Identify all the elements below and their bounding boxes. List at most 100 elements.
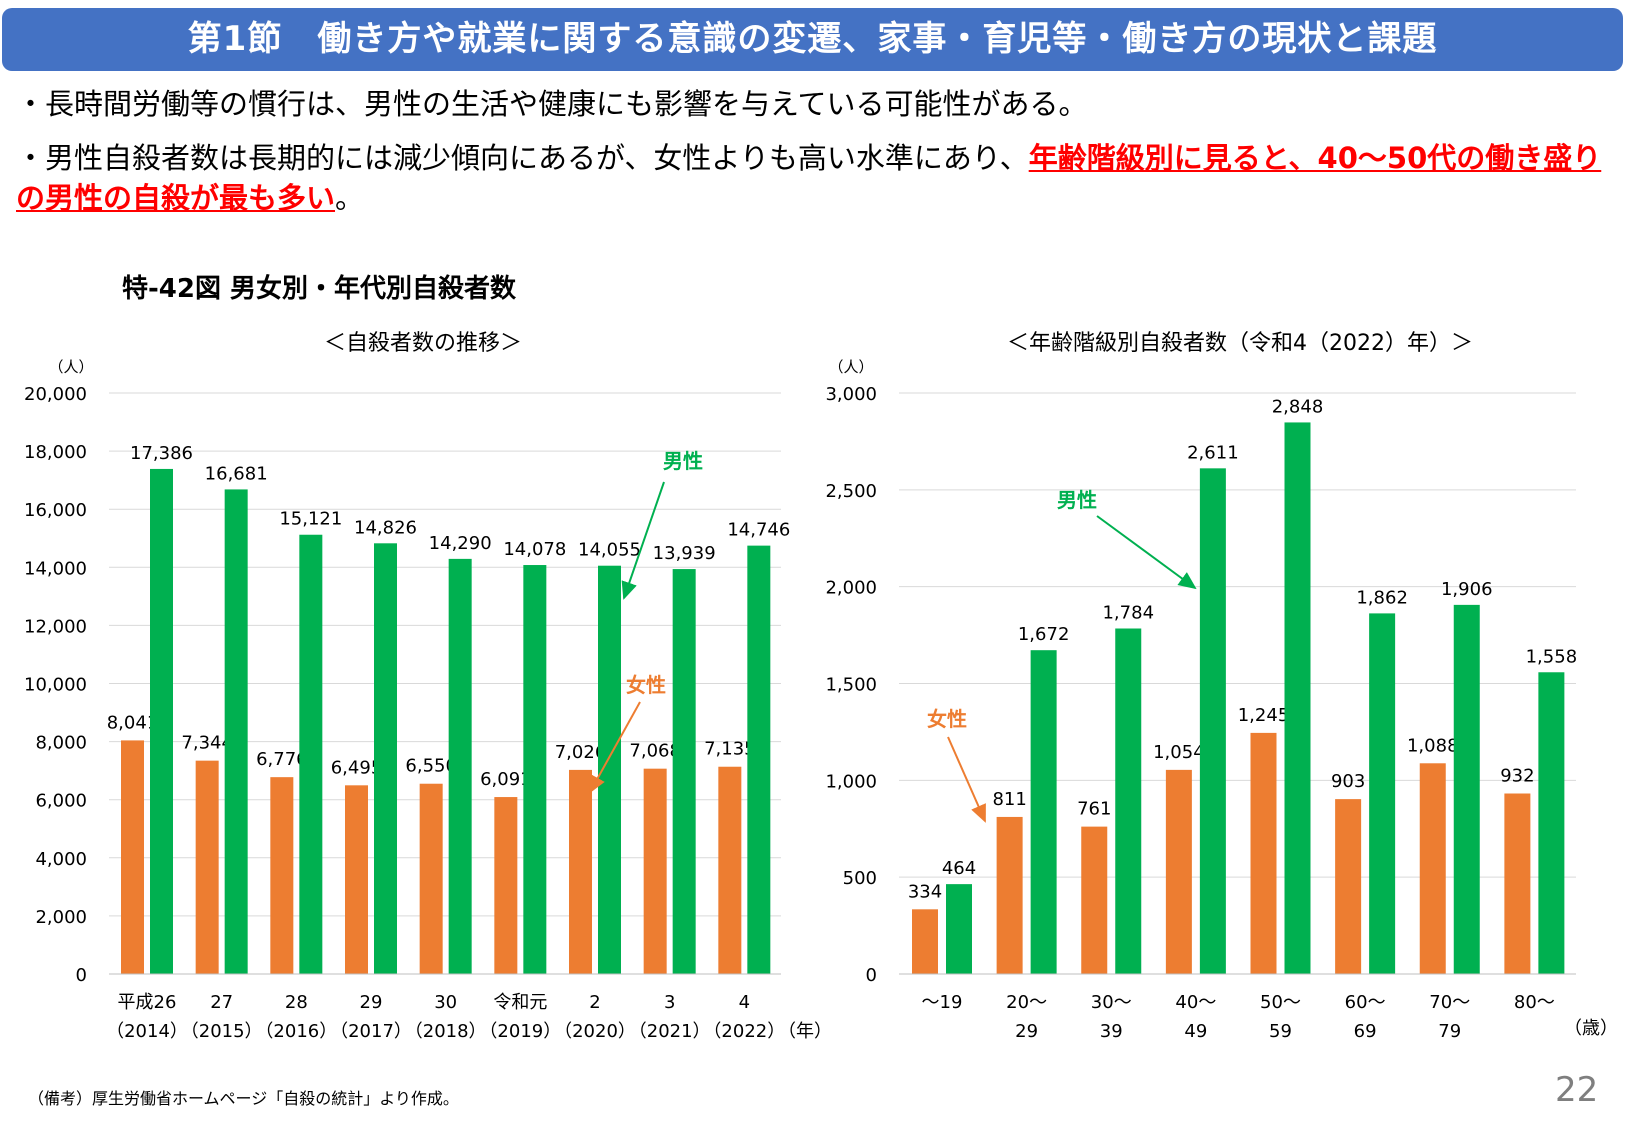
data-label-female: 7,135 [704,739,756,760]
data-label-female: 7,068 [629,741,681,762]
x-tick-label-sub: （2020） [554,1021,636,1042]
bar-male [1284,422,1311,974]
x-tick-label: 80～ [1514,992,1555,1013]
x-tick-label-sub: 29 [1015,1021,1038,1042]
data-label-female: 1,245 [1238,705,1290,726]
bar-female [643,768,667,974]
data-label-female: 7,344 [181,733,233,754]
bar-male [374,543,397,974]
y-tick-label: 6,000 [35,791,87,812]
footer-note: （備考）厚生労働省ホームページ「自殺の統計」より作成。 [28,1089,459,1108]
bar-female [569,769,592,974]
x-tick-label-sub: 69 [1354,1021,1377,1042]
x-tick-label: 20～ [1006,992,1047,1013]
data-label-male: 14,746 [727,520,790,541]
data-label-male: 464 [942,858,976,879]
data-label-female: 6,091 [480,769,532,790]
x-tick-label-sub: （2021） [629,1021,711,1042]
bar-female [718,766,742,974]
data-label-male: 1,906 [1441,579,1493,600]
bar-female [345,785,368,974]
data-label-male: 14,078 [503,539,566,560]
bullet-2-text: ・男性自殺者数は長期的には減少傾向にあるが、女性よりも高い水準にあり、 [16,141,1029,175]
bar-male [1115,628,1142,974]
x-tick-label: 50～ [1260,992,1301,1013]
x-tick-label: 30～ [1091,992,1132,1013]
bar-male [946,884,972,974]
data-label-male: 17,386 [130,443,193,464]
bullet-2-end: 。 [335,181,365,215]
data-label-male: 2,611 [1187,442,1239,463]
y-tick-label: 0 [866,965,877,986]
data-label-female: 8,041 [107,712,159,733]
bar-male [448,558,472,974]
data-label-male: 1,558 [1526,646,1578,667]
x-tick-label-sub: 59 [1269,1021,1292,1042]
y-tick-label: 12,000 [24,616,87,637]
y-tick-label: 4,000 [35,849,87,870]
bar-female [1165,769,1192,974]
bar-male [1369,613,1396,974]
y-tick-label: 1,500 [825,675,877,696]
bullet-2: ・男性自殺者数は長期的には減少傾向にあるが、女性よりも高い水準にあり、年齢階級別… [16,138,1606,218]
bar-male [224,489,248,974]
legend-annotation-female: 女性 [927,707,967,731]
x-tick-label-sub: 49 [1184,1021,1207,1042]
data-label-female: 1,088 [1407,735,1459,756]
legend-annotation-male: 男性 [1057,488,1097,512]
data-label-male: 14,290 [429,533,492,554]
section-header: 第1節 働き方や就業に関する意識の変遷、家事・育児等・働き方の現状と課題 [2,8,1623,71]
bar-female [996,816,1023,974]
x-tick-label: 60～ [1345,992,1386,1013]
bar-male [523,565,547,974]
x-tick-label: ～19 [922,992,963,1013]
y-tick-label: 500 [843,868,877,889]
bar-male [672,569,696,974]
data-label-male: 14,055 [578,540,641,561]
bullet-2-highlight: 年齢階級別に見ると、40～50代の働き盛りの男性の自殺が最も多い [16,141,1602,215]
data-label-male: 15,121 [279,509,342,530]
x-tick-label-sub: （2022） [703,1021,785,1042]
data-label-female: 1,054 [1153,742,1205,763]
x-tick-label-sub: （2018） [405,1021,487,1042]
bar-female [1419,763,1446,974]
x-unit-label: （歳） [1564,1018,1618,1039]
data-label-female: 932 [1500,766,1534,787]
x-tick-label: 27 [210,992,233,1013]
legend-annotation-female: 女性 [626,673,666,697]
bar-female [494,797,518,974]
data-label-male: 16,681 [205,463,268,484]
data-label-female: 7,026 [555,742,607,763]
data-label-female: 6,550 [405,756,457,777]
bar-male [150,468,173,974]
y-tick-label: 16,000 [24,500,87,521]
x-tick-label: 40～ [1175,992,1216,1013]
x-unit-label: （年） [778,1021,832,1042]
x-tick-label: 30 [434,992,457,1013]
annotation-arrow [1096,515,1197,590]
data-label-female: 811 [992,789,1026,810]
y-tick-label: 1,000 [825,771,877,792]
legend-annotation-male: 男性 [663,449,703,473]
bar-male [299,534,323,974]
y-tick-label: 18,000 [24,442,87,463]
annotation-arrow [589,701,641,794]
x-tick-label: 70～ [1429,992,1470,1013]
bar-female [1335,799,1362,974]
x-tick-label-sub: （2019） [479,1021,561,1042]
x-tick-label: 3 [664,992,675,1013]
bar-female [195,760,219,974]
x-tick-label: 2 [589,992,600,1013]
data-label-female: 6,495 [331,757,383,778]
data-label-male: 2,848 [1272,396,1324,417]
y-tick-label: 14,000 [24,558,87,579]
page-number: 22 [1555,1070,1599,1110]
bar-female [1504,793,1531,974]
annotation-arrow [621,481,665,600]
bar-female [419,783,443,974]
x-tick-label-sub: 79 [1438,1021,1461,1042]
x-tick-label-sub: （2015） [181,1021,263,1042]
chart-1-title: ＜自殺者数の推移＞ [323,331,523,356]
y-tick-label: 2,000 [825,578,877,599]
